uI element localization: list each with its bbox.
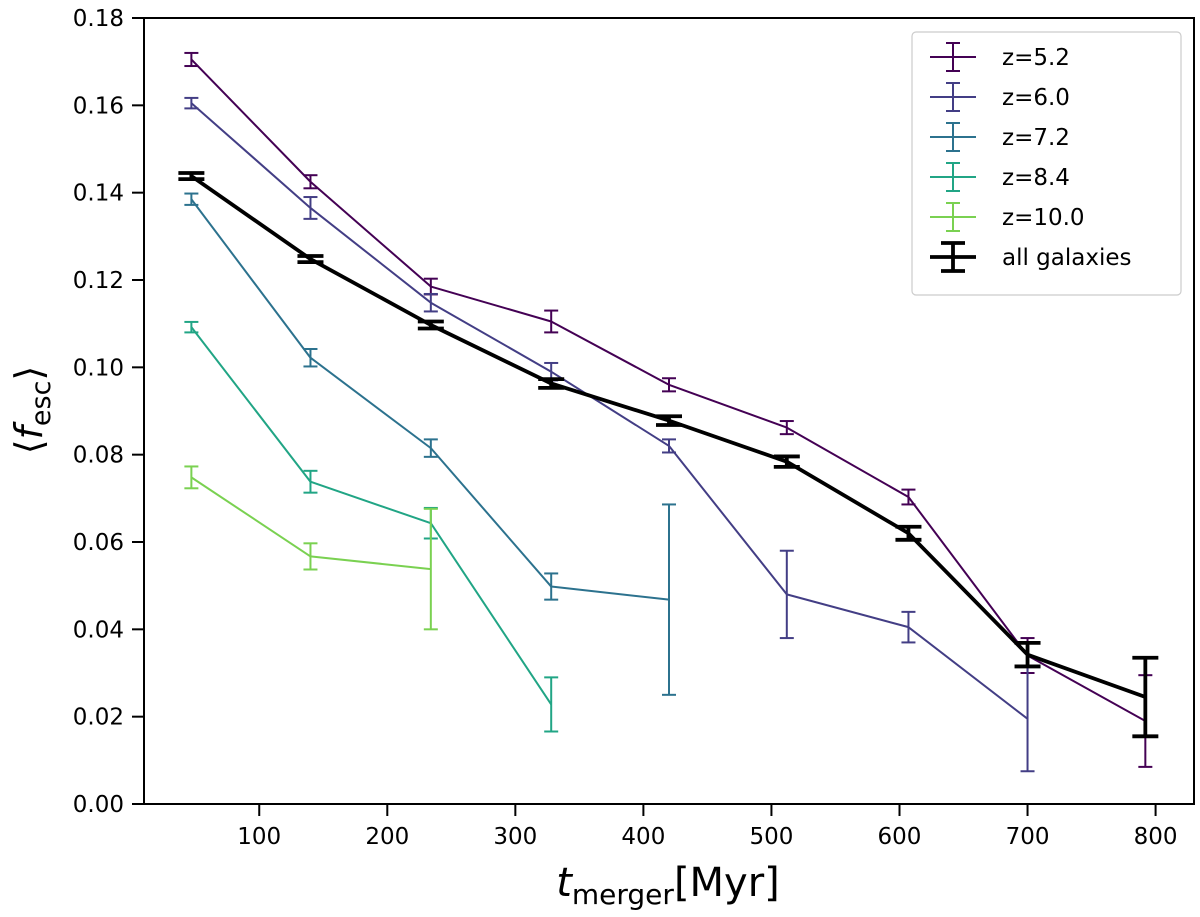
x-axis-label-unit: [Myr] [674, 860, 780, 906]
legend-label: z=7.2 [1002, 125, 1070, 151]
error-bar-z-5-2 [662, 377, 676, 393]
y-tick-label: 0.16 [73, 93, 124, 119]
legend-label: z=6.0 [1002, 85, 1070, 111]
error-bar-z-6-0 [779, 549, 794, 640]
x-tick-label: 600 [878, 824, 922, 850]
x-tick-label: 400 [621, 824, 665, 850]
x-tick-label: 300 [493, 824, 537, 850]
error-bar-z-10-0 [303, 542, 318, 571]
legend-label: z=5.2 [1002, 45, 1070, 71]
error-bar-z-7-2 [303, 347, 318, 368]
error-bar-all-galaxies [538, 377, 565, 390]
x-tick-label: 700 [1006, 824, 1050, 850]
legend-label: z=8.4 [1002, 165, 1070, 191]
y-tick-label: 0.12 [73, 268, 124, 294]
error-bar-z-5-2 [184, 51, 199, 68]
error-bar-z-5-2 [303, 174, 318, 190]
y-tick-label: 0.02 [73, 705, 124, 731]
error-bar-z-7-2 [662, 503, 676, 696]
y-axis-label-close: ⟩ [7, 366, 51, 381]
series-z-10-0 [184, 465, 438, 631]
y-tick-label: 0.04 [73, 617, 124, 643]
plot-area-frame [143, 17, 1195, 805]
error-bar-z-8-4 [303, 469, 318, 494]
y-tick-label: 0.08 [73, 443, 124, 469]
series-line-z-6-0 [190, 102, 1029, 720]
x-axis-label: tmerger[Myr] [556, 860, 780, 911]
error-bar-all-galaxies [297, 254, 324, 264]
x-tick-label: 100 [237, 824, 281, 850]
legend-item-z-6-0: z=6.0 [930, 82, 1070, 112]
series-z-7-2 [184, 192, 676, 696]
y-tick-label: 0.18 [73, 6, 124, 32]
error-bar-z-7-2 [184, 192, 199, 206]
x-tick-label: 500 [749, 824, 793, 850]
error-bar-z-6-0 [901, 610, 916, 644]
legend-symbol [930, 241, 976, 273]
legend-box [911, 31, 1182, 296]
error-bar-all-galaxies [773, 454, 800, 469]
error-bar-z-5-2 [901, 488, 916, 506]
legend-item-all-galaxies: all galaxies [930, 241, 1132, 273]
series-z-6-0 [184, 96, 1035, 773]
error-bar-z-6-0 [184, 96, 199, 110]
legend-item-z-7-2: z=7.2 [930, 122, 1070, 152]
y-axis-label-open: ⟨ [7, 439, 51, 454]
x-axis-label-main: t [556, 860, 573, 906]
error-bar-all-galaxies [1132, 655, 1159, 739]
x-tick-label: 800 [1134, 824, 1178, 850]
error-bar-z-6-0 [423, 292, 438, 313]
legend-symbol [930, 162, 976, 192]
legend-items: z=5.2 z=6.0 z=7.2 z=8.4 z=10.0 all galaxies [930, 42, 1132, 273]
legend-symbol [930, 82, 976, 112]
error-bar-all-galaxies [178, 171, 205, 182]
series-line-z-8-4 [190, 326, 553, 705]
series-all-galaxies [178, 171, 1159, 739]
legend-item-z-5-2: z=5.2 [930, 42, 1070, 72]
x-axis-label-subscript: merger [572, 878, 675, 911]
error-bar-all-galaxies [656, 414, 682, 427]
error-bar-z-6-0 [662, 438, 676, 454]
error-bar-z-6-0 [303, 196, 318, 220]
error-bar-z-8-4 [184, 320, 199, 334]
y-tick-label: 0.06 [73, 530, 124, 556]
error-bar-all-galaxies [1014, 640, 1041, 669]
error-bar-z-8-4 [544, 676, 559, 733]
y-tick-label: 0.14 [73, 181, 124, 207]
legend-label: all galaxies [1002, 245, 1132, 271]
legend: z=5.2 z=6.0 z=7.2 z=8.4 z=10.0 all galaxies [911, 31, 1182, 296]
y-tick-label: 0.10 [73, 355, 124, 381]
legend-symbol [930, 42, 976, 72]
y-tick-label: 0.00 [73, 792, 124, 818]
error-bar-z-10-0 [423, 507, 438, 631]
legend-symbol [930, 122, 976, 152]
axis-ticks: 100 200 300 400 500 600 700 800 0.00 0.02 0.04 0.06… [73, 6, 1178, 850]
error-bar-z-5-2 [544, 309, 559, 334]
error-bar-z-6-0 [1020, 665, 1035, 773]
error-bar-z-7-2 [423, 438, 438, 458]
error-bar-all-galaxies [895, 524, 922, 542]
error-bar-z-5-2 [779, 420, 794, 436]
x-tick-label: 200 [365, 824, 409, 850]
series-layer [178, 51, 1159, 773]
legend-label: z=10.0 [1002, 205, 1085, 231]
legend-symbol [930, 202, 976, 232]
y-axis-label: ⟨fesc⟩ [7, 366, 57, 455]
error-bar-all-galaxies [417, 319, 444, 331]
legend-item-z-10-0: z=10.0 [930, 202, 1085, 232]
legend-item-z-8-4: z=8.4 [930, 162, 1070, 192]
y-axis-label-subscript: esc [26, 381, 57, 427]
error-bar-z-7-2 [544, 572, 559, 601]
series-z-8-4 [184, 320, 559, 733]
error-bar-z-10-0 [184, 465, 199, 490]
